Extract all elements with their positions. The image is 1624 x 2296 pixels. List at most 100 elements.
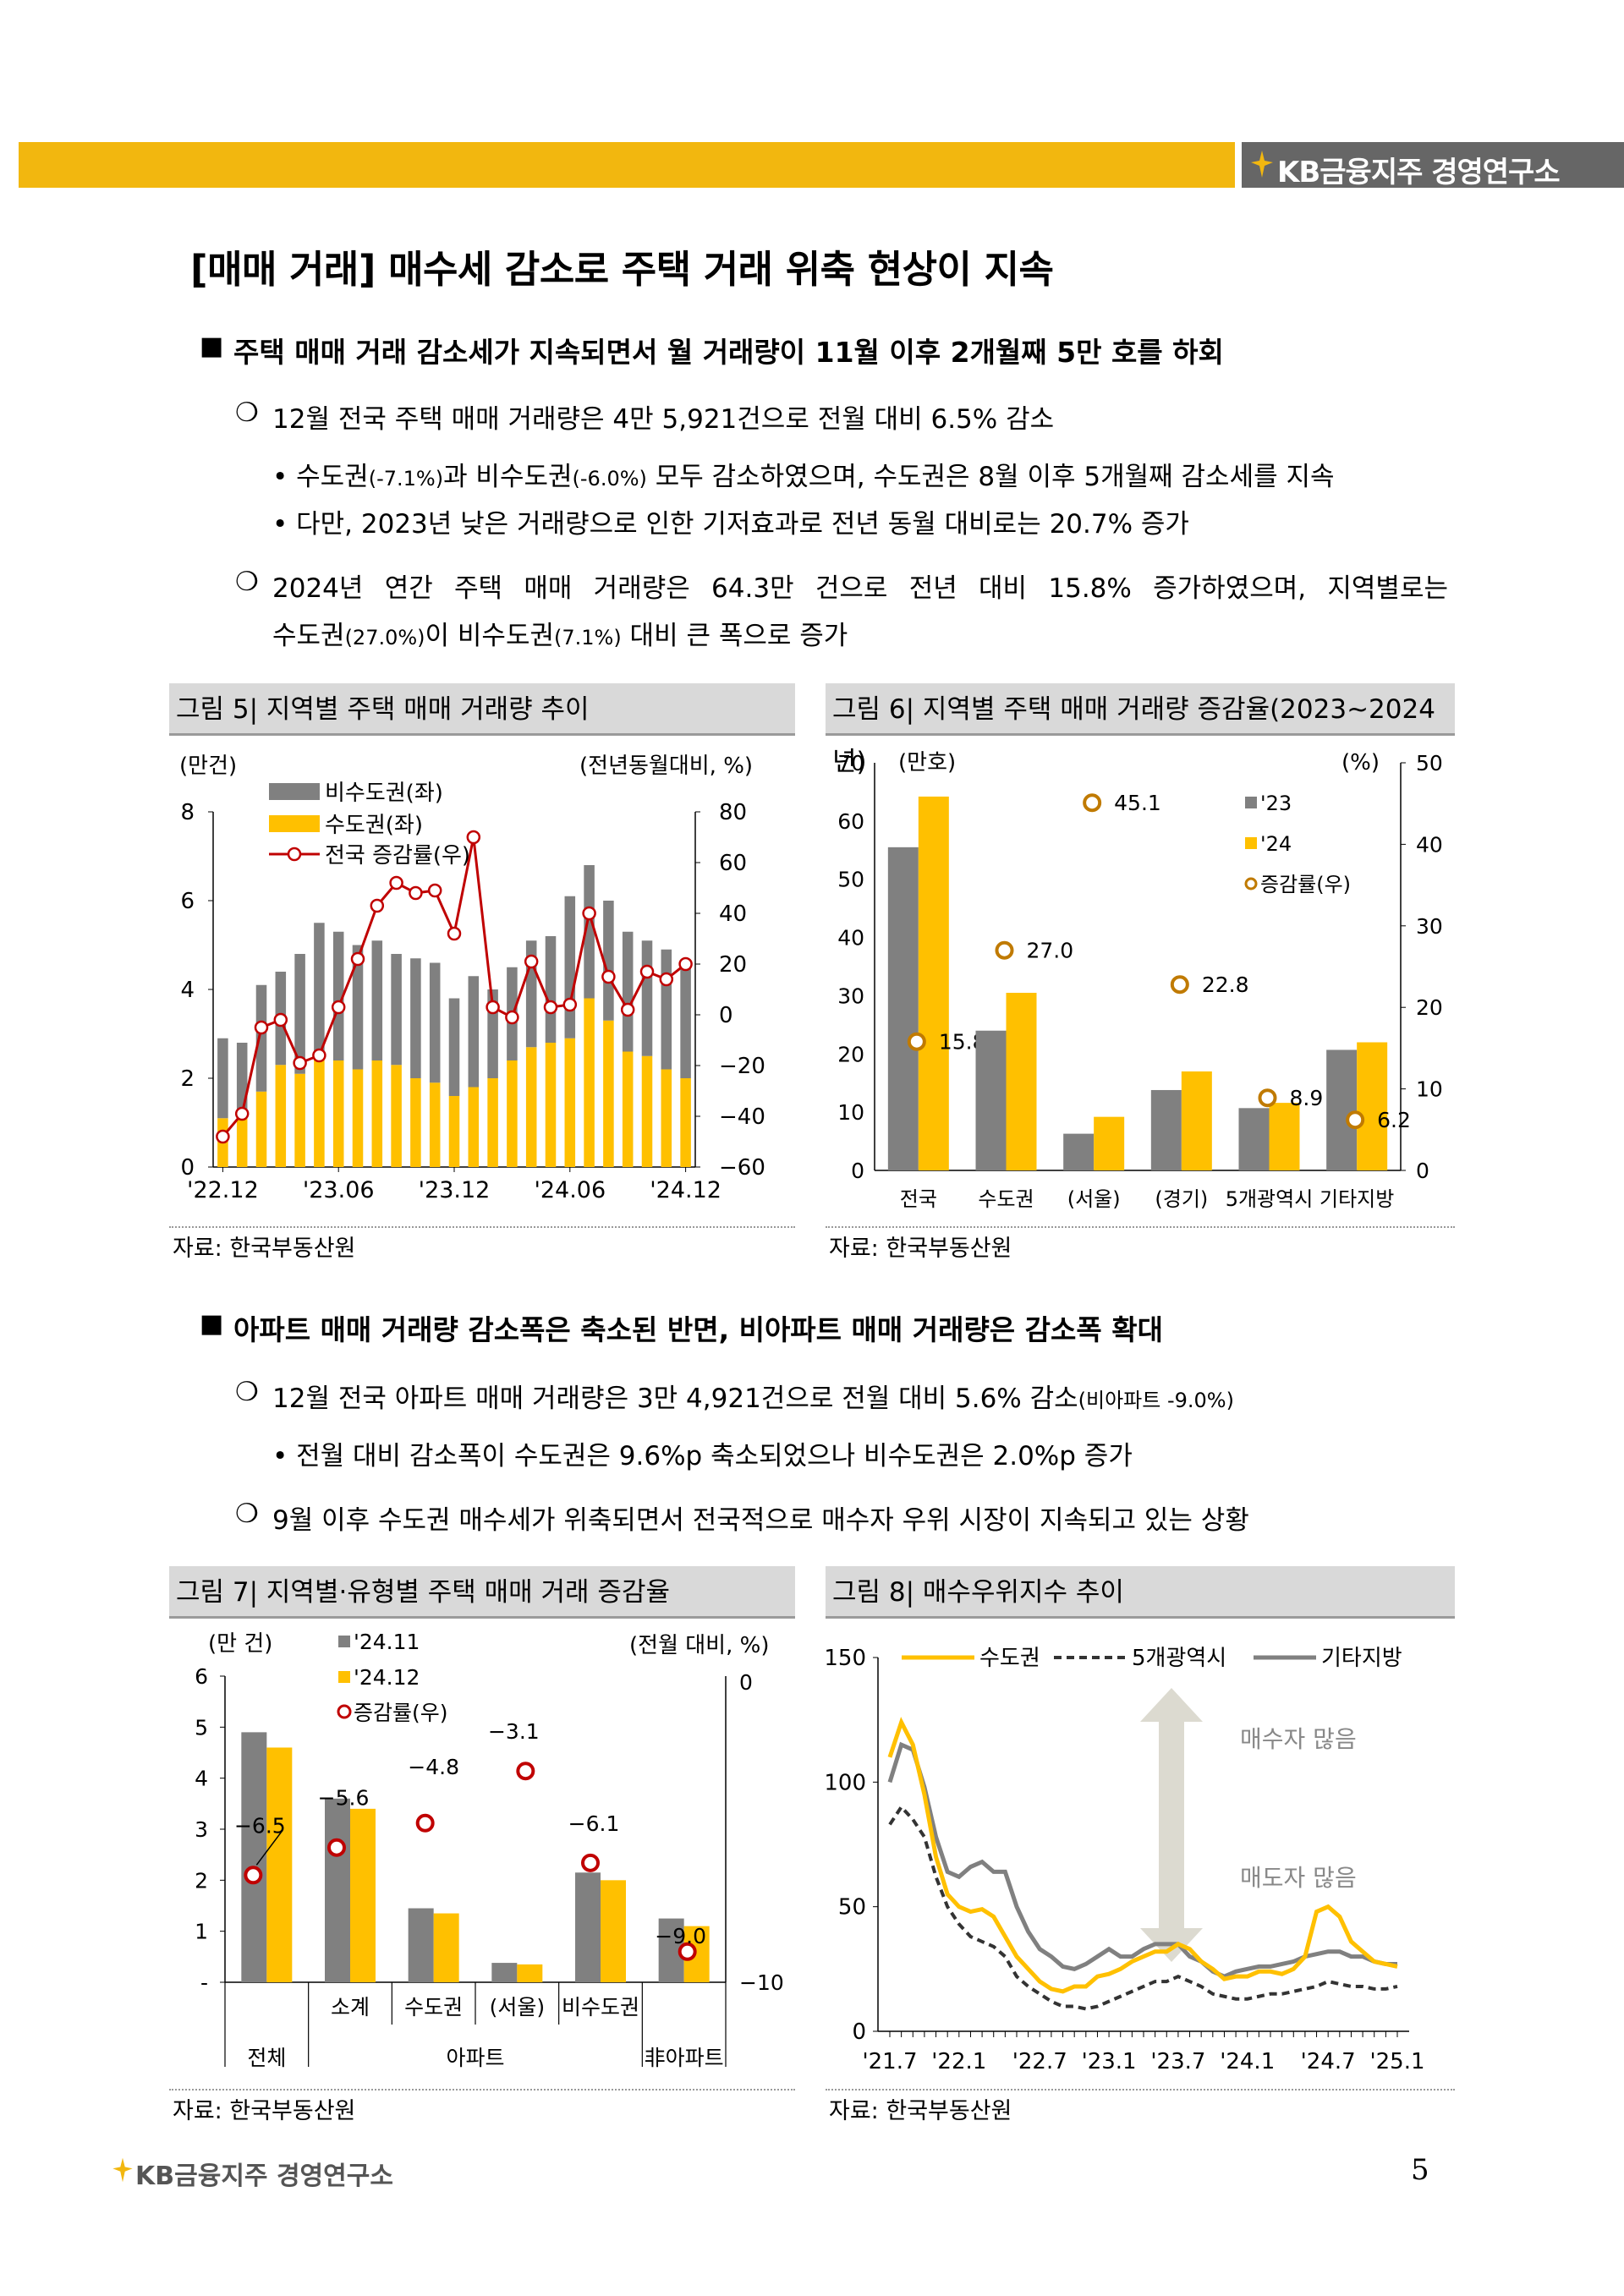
fig5-x-tick-label: '24.12 bbox=[650, 1177, 721, 1203]
fig5-bar-noncapital bbox=[661, 949, 672, 1070]
fig5-bar-noncapital bbox=[545, 936, 557, 1043]
fig8-line-metro bbox=[888, 1804, 1398, 2011]
fig7-legend-2411: '24.11 bbox=[354, 1630, 420, 1654]
fig5-line-point bbox=[601, 969, 616, 984]
fig5-x-tick-label: '23.12 bbox=[419, 1177, 491, 1203]
fig5-bar-capital bbox=[410, 1078, 421, 1167]
section1-heading: 주택 매매 거래 감소세가 지속되면서 월 거래량이 11월 이후 2개월째 5… bbox=[233, 336, 1224, 369]
fig5-line-point bbox=[486, 1000, 500, 1015]
fig7-bar-2411 bbox=[575, 1872, 601, 1982]
fig5-title: 그림 5| 지역별 주택 매매 거래량 추이 bbox=[169, 683, 795, 736]
fig5-right-tick-label: 60 bbox=[719, 851, 747, 876]
fig5-line-point bbox=[409, 885, 423, 901]
fig5-bar-capital bbox=[487, 1078, 498, 1167]
fig8-x-tick-label: '23.1 bbox=[1082, 2049, 1137, 2074]
fig8-legend-metro: 5개광역시 bbox=[1132, 1646, 1226, 1671]
circle-bullet-icon: ❍ bbox=[235, 1499, 259, 1529]
fig7-divider bbox=[169, 2089, 795, 2091]
fig6-bar-2024 bbox=[1094, 1116, 1125, 1170]
fig5-line-point bbox=[505, 1010, 519, 1025]
fig5-bar-capital bbox=[525, 1047, 537, 1167]
fig6-rate-point bbox=[995, 940, 1014, 960]
fig5-line-point bbox=[639, 964, 655, 979]
fig5-line-point bbox=[312, 1048, 326, 1063]
kb-logo-icon bbox=[1251, 151, 1273, 178]
fig7-left-tick-label: - bbox=[200, 1970, 208, 1995]
fig5-legend-swatch-noncapital bbox=[269, 783, 320, 800]
fig8-line-other bbox=[887, 1741, 1397, 1979]
fig5-legend-swatch-capital bbox=[269, 815, 320, 832]
fig6-left-unit: (만호) bbox=[898, 750, 956, 775]
fig5-legend-capital: 수도권(좌) bbox=[325, 813, 423, 838]
fig8-y-tick-label: 150 bbox=[826, 1646, 866, 1671]
fig8-y-tick-label: 0 bbox=[852, 2019, 866, 2045]
fig5-bar-noncapital bbox=[680, 962, 691, 1078]
fig6-bar-2024 bbox=[918, 796, 949, 1170]
fig5-bar-capital bbox=[352, 1069, 364, 1167]
fig5-bar-capital bbox=[391, 1065, 402, 1167]
fig7-left-unit: (만 건) bbox=[208, 1631, 272, 1657]
fig5-bar-capital bbox=[294, 1073, 305, 1167]
fig6-right-tick-label: 40 bbox=[1416, 832, 1443, 857]
section1-bullet2: • 다만, 2023년 낮은 거래량으로 인한 기저효과로 전년 동월 대비로는… bbox=[272, 509, 1189, 540]
section1-bullet1: • 수도권(-7.1%)과 비수도권(-6.0%) 모두 감소하였으며, 수도권… bbox=[272, 462, 1335, 492]
fig5-bar-noncapital bbox=[564, 896, 576, 1038]
fig8-double-arrow bbox=[1140, 1688, 1203, 1962]
circle-bullet-icon: ❍ bbox=[235, 397, 259, 428]
fig7-right-tick-label: −10 bbox=[739, 1970, 784, 1995]
fig6-left-tick-label: 0 bbox=[851, 1159, 864, 1183]
section2-bullet1: • 전월 대비 감소폭이 수도권은 9.6%p 축소되었으나 비수도권은 2.0… bbox=[272, 1441, 1133, 1471]
fig7-rate-label: −6.5 bbox=[234, 1813, 286, 1838]
fig6-rate-point bbox=[1258, 1088, 1277, 1108]
fig5-bar-noncapital bbox=[603, 901, 614, 1021]
kb-footer-logo-icon bbox=[112, 2157, 133, 2183]
fig6-right-tick-label: 50 bbox=[1416, 751, 1443, 775]
fig5-bar-capital bbox=[236, 1109, 248, 1167]
fig5-bar-noncapital bbox=[391, 954, 402, 1066]
fig6-bar-2023 bbox=[1063, 1133, 1095, 1170]
fig7-left-tick-label: 2 bbox=[195, 1868, 208, 1893]
section1-p1: 12월 전국 주택 매매 거래량은 4만 5,921건으로 전월 대비 6.5%… bbox=[272, 404, 1055, 435]
fig7-rate-label: −5.6 bbox=[318, 1786, 370, 1811]
fig7-bar-2411 bbox=[408, 1908, 434, 1982]
fig6-right-tick-label: 10 bbox=[1416, 1077, 1443, 1102]
fig6-rate-point bbox=[1346, 1110, 1365, 1130]
fig5-bar-noncapital bbox=[294, 954, 305, 1074]
fig7-rate-point bbox=[678, 1942, 697, 1961]
fig5-bar-noncapital bbox=[468, 976, 480, 1088]
fig7-right-tick-label: 0 bbox=[739, 1670, 753, 1695]
fig5-bar-capital bbox=[255, 1091, 267, 1167]
fig7-rate-point bbox=[327, 1838, 346, 1857]
fig5-line-point bbox=[620, 1002, 635, 1017]
fig7-bar-2411 bbox=[325, 1798, 350, 1982]
fig5-bar-capital bbox=[468, 1087, 480, 1167]
fig5-bar-noncapital bbox=[217, 1038, 228, 1119]
fig8-x-tick-label: '24.1 bbox=[1220, 2049, 1275, 2074]
fig6-rate-label: 8.9 bbox=[1290, 1086, 1324, 1110]
fig8-divider bbox=[826, 2089, 1455, 2091]
fig5-line-point bbox=[524, 954, 539, 969]
fig6-title: 그림 6| 지역별 주택 매매 거래량 증감율(2023~2024년) bbox=[826, 683, 1455, 777]
fig5-line-point bbox=[273, 1012, 288, 1027]
fig6-legend-swatch-rate bbox=[1244, 877, 1258, 890]
fig5-bar-noncapital bbox=[584, 865, 595, 999]
fig5-line-point bbox=[447, 926, 462, 941]
fig6-rate-label: 27.0 bbox=[1027, 939, 1074, 963]
fig8-x-tick-label: '22.1 bbox=[931, 2049, 986, 2074]
fig7-category-label: 비수도권 bbox=[562, 1995, 639, 2019]
fig6-rate-point bbox=[1170, 975, 1189, 995]
fig8-line-capital bbox=[887, 1717, 1398, 1994]
fig5-bar-capital bbox=[641, 1055, 653, 1167]
fig6-divider bbox=[826, 1226, 1455, 1228]
fig6-left-tick-label: 70 bbox=[837, 751, 864, 775]
fig5-line-point bbox=[562, 997, 578, 1012]
fig7-rate-label: −3.1 bbox=[488, 1719, 540, 1744]
fig7-bar-2412 bbox=[433, 1913, 459, 1982]
fig5-bar-capital bbox=[429, 1082, 441, 1167]
fig5-right-tick-label: −20 bbox=[719, 1054, 765, 1079]
fig5-line-point bbox=[331, 1000, 346, 1015]
section2-heading: 아파트 매매 거래량 감소폭은 축소된 반면, 비아파트 매매 거래량은 감소폭… bbox=[233, 1313, 1163, 1346]
section1-p2-line1: 2024년 연간 주택 매매 거래량은 64.3만 건으로 전년 대비 15.8… bbox=[272, 573, 1448, 604]
fig5-bar-noncapital bbox=[371, 940, 383, 1060]
fig7-legend-swatch-rate bbox=[337, 1704, 352, 1719]
